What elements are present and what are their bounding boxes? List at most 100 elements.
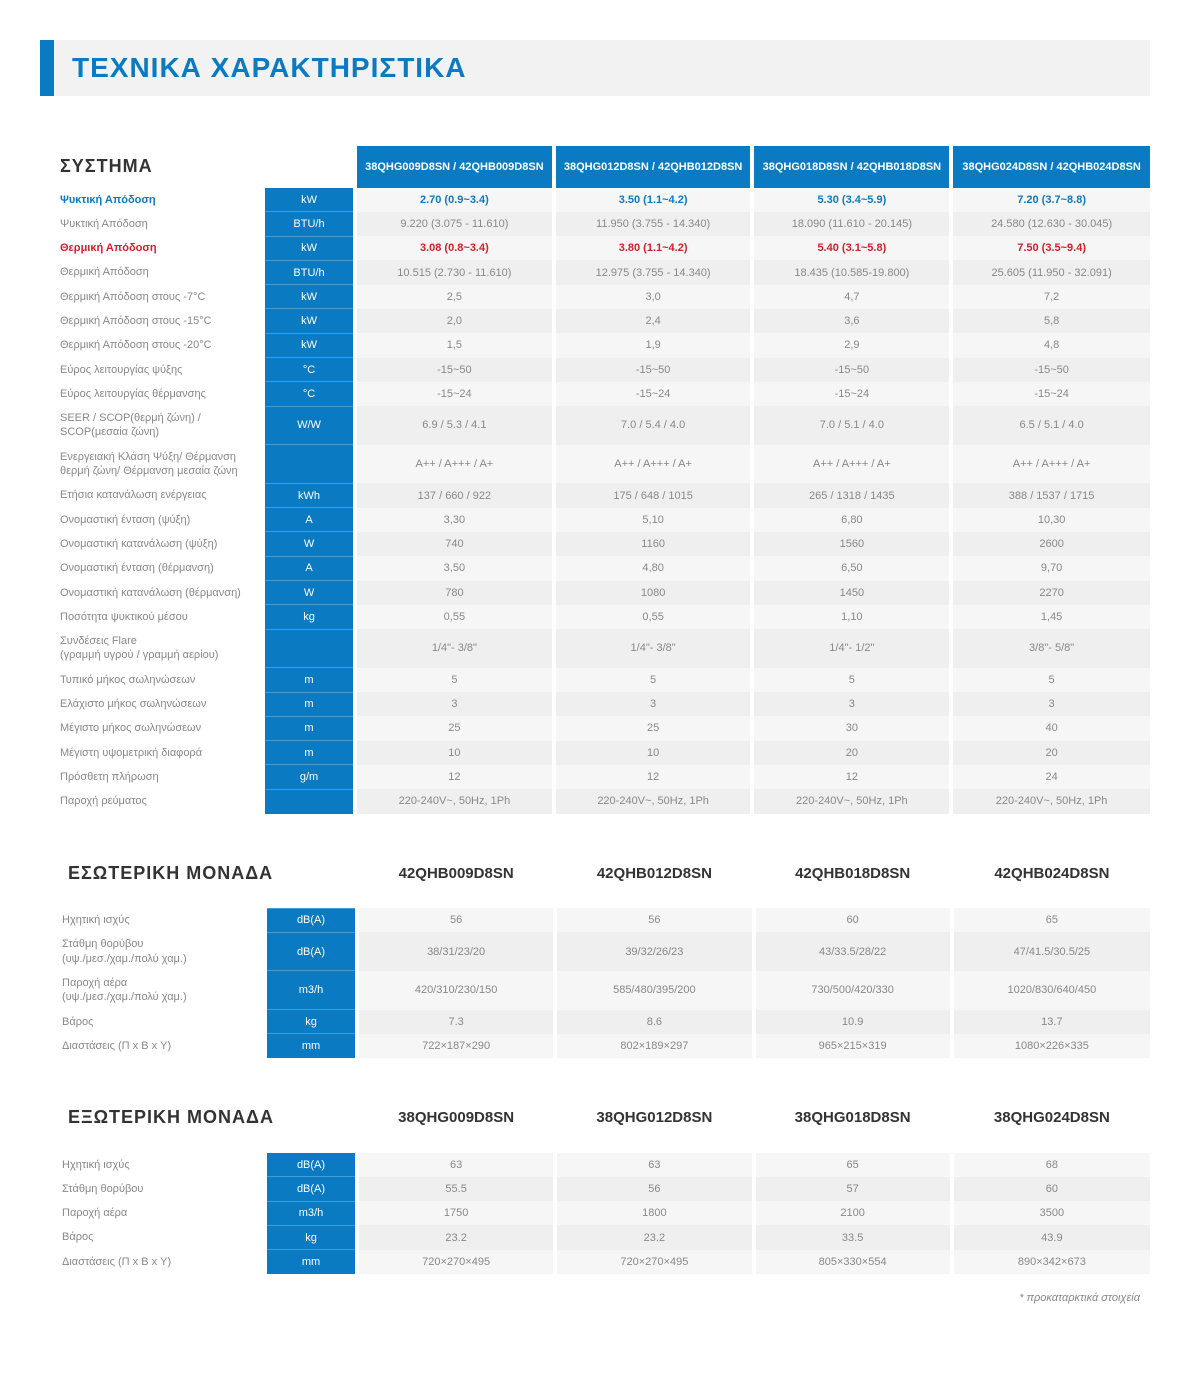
table-row: Ονομαστική κατανάλωση (ψύξη)W74011601560… xyxy=(40,532,1150,556)
row-label: Μέγιστο μήκος σωληνώσεων xyxy=(40,716,265,740)
row-unit: kW xyxy=(265,188,355,212)
row-value: 3 xyxy=(554,692,753,716)
row-label: Ενεργειακή Κλάση Ψύξη/ Θέρμανση θερμή ζώ… xyxy=(40,445,265,484)
row-value: 24.580 (12.630 - 30.045) xyxy=(951,212,1150,236)
table-row: Θερμική Απόδοση στους -20°CkW1,51,92,94,… xyxy=(40,333,1150,357)
row-value: 25 xyxy=(355,716,554,740)
row-value: 12 xyxy=(752,765,951,789)
table-row: Ελάχιστο μήκος σωληνώσεωνm3333 xyxy=(40,692,1150,716)
row-value: 4,7 xyxy=(752,285,951,309)
table-row: Μέγιστο μήκος σωληνώσεωνm25253040 xyxy=(40,716,1150,740)
row-value: -15~50 xyxy=(951,358,1150,382)
row-value: 60 xyxy=(754,908,952,932)
row-value: 3 xyxy=(752,692,951,716)
model-header: 42QHB024D8SN xyxy=(952,839,1150,909)
row-label: Μέγιστη υψομετρική διαφορά xyxy=(40,741,265,765)
row-unit: A xyxy=(265,556,355,580)
page-title: ΤΕΧΝΙΚΑ ΧΑΡΑΚΤΗΡΙΣΤΙΚΑ xyxy=(54,40,485,96)
outdoor-header-row: ΕΞΩΤΕΡΙΚΗ ΜΟΝΑΔΑ 38QHG009D8SN 38QHG012D8… xyxy=(42,1083,1150,1153)
row-value: 1,45 xyxy=(951,605,1150,629)
row-unit: kWh xyxy=(265,483,355,507)
model-header: 42QHB018D8SN xyxy=(754,839,952,909)
row-value: 43.9 xyxy=(952,1225,1150,1249)
row-unit: g/m xyxy=(265,765,355,789)
row-value: 1560 xyxy=(752,532,951,556)
row-label: Ελάχιστο μήκος σωληνώσεων xyxy=(40,692,265,716)
row-value: 3,0 xyxy=(554,285,753,309)
table-row: Μέγιστη υψομετρική διαφοράm10102020 xyxy=(40,741,1150,765)
row-value: 25 xyxy=(554,716,753,740)
row-value: 1750 xyxy=(357,1201,555,1225)
row-label: Διαστάσεις (Π x Β x Υ) xyxy=(42,1034,267,1058)
row-value: -15~24 xyxy=(752,382,951,406)
row-unit xyxy=(265,789,355,813)
row-label: Ονομαστική ένταση (ψύξη) xyxy=(40,508,265,532)
row-value: 10 xyxy=(355,741,554,765)
row-label: Ονομαστική ένταση (θέρμανση) xyxy=(40,556,265,580)
indoor-body: Ηχητική ισχύςdB(A)56566065Στάθμη θορύβου… xyxy=(42,908,1150,1058)
row-value: 1160 xyxy=(554,532,753,556)
table-row: Στάθμη θορύβουdB(A)55.5565760 xyxy=(42,1177,1150,1201)
row-unit: kg xyxy=(267,1010,357,1034)
row-value: 720×270×495 xyxy=(357,1250,555,1274)
row-label: Εύρος λειτουργίας θέρμανσης xyxy=(40,382,265,406)
row-label: Βάρος xyxy=(42,1225,267,1249)
row-label: Παροχή αέρα xyxy=(42,1201,267,1225)
row-label: Πρόσθετη πλήρωση xyxy=(40,765,265,789)
row-unit: m xyxy=(265,716,355,740)
row-unit: m xyxy=(265,692,355,716)
model-header: 38QHG009D8SN xyxy=(357,1083,555,1153)
row-value: 3.80 (1.1~4.2) xyxy=(554,236,753,260)
row-value: 137 / 660 / 922 xyxy=(355,483,554,507)
row-value: -15~24 xyxy=(554,382,753,406)
row-value: 10.9 xyxy=(754,1010,952,1034)
row-unit: mm xyxy=(267,1250,357,1274)
row-label: Βάρος xyxy=(42,1010,267,1034)
row-value: 420/310/230/150 xyxy=(357,971,555,1010)
row-label: Ηχητική ισχύς xyxy=(42,908,267,932)
row-unit: kW xyxy=(265,285,355,309)
table-row: Εύρος λειτουργίας θέρμανσης°C-15~24-15~2… xyxy=(40,382,1150,406)
table-row: Συνδέσεις Flare(γραμμή υγρού / γραμμή αε… xyxy=(40,629,1150,668)
table-row: Ψυκτική ΑπόδοσηBTU/h9.220 (3.075 - 11.61… xyxy=(40,212,1150,236)
table-row: Παροχή αέραm3/h1750180021003500 xyxy=(42,1201,1150,1225)
row-unit: kW xyxy=(265,236,355,260)
row-unit: °C xyxy=(265,382,355,406)
row-value: 56 xyxy=(555,1177,753,1201)
row-value: A++ / A+++ / A+ xyxy=(554,445,753,484)
row-value: 802×189×297 xyxy=(555,1034,753,1058)
row-unit: dB(A) xyxy=(267,1153,357,1177)
row-value: 30 xyxy=(752,716,951,740)
row-value: -15~24 xyxy=(951,382,1150,406)
row-value: 805×330×554 xyxy=(754,1250,952,1274)
row-unit: dB(A) xyxy=(267,908,357,932)
row-value: 2,4 xyxy=(554,309,753,333)
row-value: 63 xyxy=(357,1153,555,1177)
row-unit: mm xyxy=(267,1034,357,1058)
row-value: 0,55 xyxy=(355,605,554,629)
table-row: Στάθμη θορύβου(υψ./μεσ./χαμ./πολύ χαμ.)d… xyxy=(42,932,1150,971)
system-table: ΣΥΣΤΗΜΑ 38QHG009D8SN / 42QHB009D8SN 38QH… xyxy=(40,146,1150,814)
row-label: Στάθμη θορύβου(υψ./μεσ./χαμ./πολύ χαμ.) xyxy=(42,932,267,971)
row-value: 68 xyxy=(952,1153,1150,1177)
row-value: 5 xyxy=(951,668,1150,692)
model-header: 38QHG018D8SN / 42QHB018D8SN xyxy=(752,146,951,188)
row-value: 9,70 xyxy=(951,556,1150,580)
row-value: 5,10 xyxy=(554,508,753,532)
row-value: 5 xyxy=(355,668,554,692)
page-title-bar: ΤΕΧΝΙΚΑ ΧΑΡΑΚΤΗΡΙΣΤΙΚΑ xyxy=(40,40,1150,96)
table-row: Παροχή ρεύματος220-240V~, 50Hz, 1Ph220-2… xyxy=(40,789,1150,813)
row-label: Ηχητική ισχύς xyxy=(42,1153,267,1177)
row-value: 3 xyxy=(355,692,554,716)
row-unit: A xyxy=(265,508,355,532)
row-label: SEER / SCOP(θερμή ζώνη) / SCOP(μεσαία ζώ… xyxy=(40,406,265,445)
row-value: 2,9 xyxy=(752,333,951,357)
row-value: A++ / A+++ / A+ xyxy=(951,445,1150,484)
row-label: Θερμική Απόδοση xyxy=(40,236,265,260)
row-value: 7.3 xyxy=(357,1010,555,1034)
table-row: Θερμική ΑπόδοσηBTU/h10.515 (2.730 - 11.6… xyxy=(40,260,1150,284)
table-row: Εύρος λειτουργίας ψύξης°C-15~50-15~50-15… xyxy=(40,358,1150,382)
table-row: Διαστάσεις (Π x Β x Υ)mm720×270×495720×2… xyxy=(42,1250,1150,1274)
row-value: 1450 xyxy=(752,581,951,605)
model-header: 42QHB009D8SN xyxy=(357,839,555,909)
